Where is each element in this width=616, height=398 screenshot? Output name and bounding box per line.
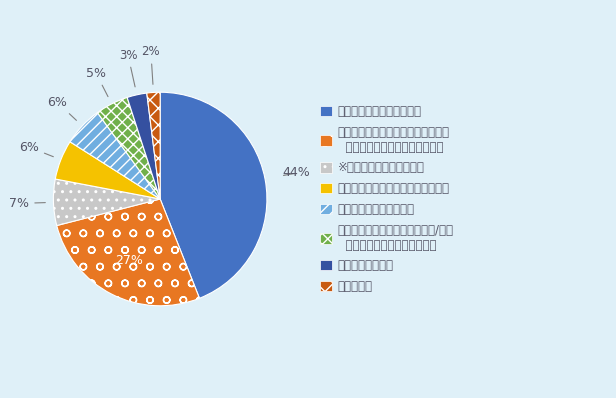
Wedge shape	[70, 113, 160, 199]
Wedge shape	[55, 142, 160, 199]
Text: 27%: 27%	[115, 254, 142, 267]
Wedge shape	[127, 93, 160, 199]
Wedge shape	[160, 92, 267, 298]
Wedge shape	[57, 199, 200, 306]
Text: 3%: 3%	[119, 49, 137, 87]
Text: 44%: 44%	[283, 166, 310, 179]
Wedge shape	[147, 92, 160, 199]
Text: 6%: 6%	[19, 140, 54, 157]
Wedge shape	[54, 179, 160, 226]
Text: 6%: 6%	[47, 96, 76, 120]
Text: 7%: 7%	[9, 197, 46, 210]
Wedge shape	[97, 98, 160, 199]
Text: 5%: 5%	[86, 67, 108, 97]
Legend: 興味深い技術を持っている, 社会的課題の解決に挑戦し、新たな
  分野にも進出できる環境がある, ※日本語能力を必要とする, 明確なビジョン・ミッションがある,: 興味深い技術を持っている, 社会的課題の解決に挑戦し、新たな 分野にも進出できる…	[320, 105, 454, 293]
Text: 2%: 2%	[142, 45, 160, 84]
